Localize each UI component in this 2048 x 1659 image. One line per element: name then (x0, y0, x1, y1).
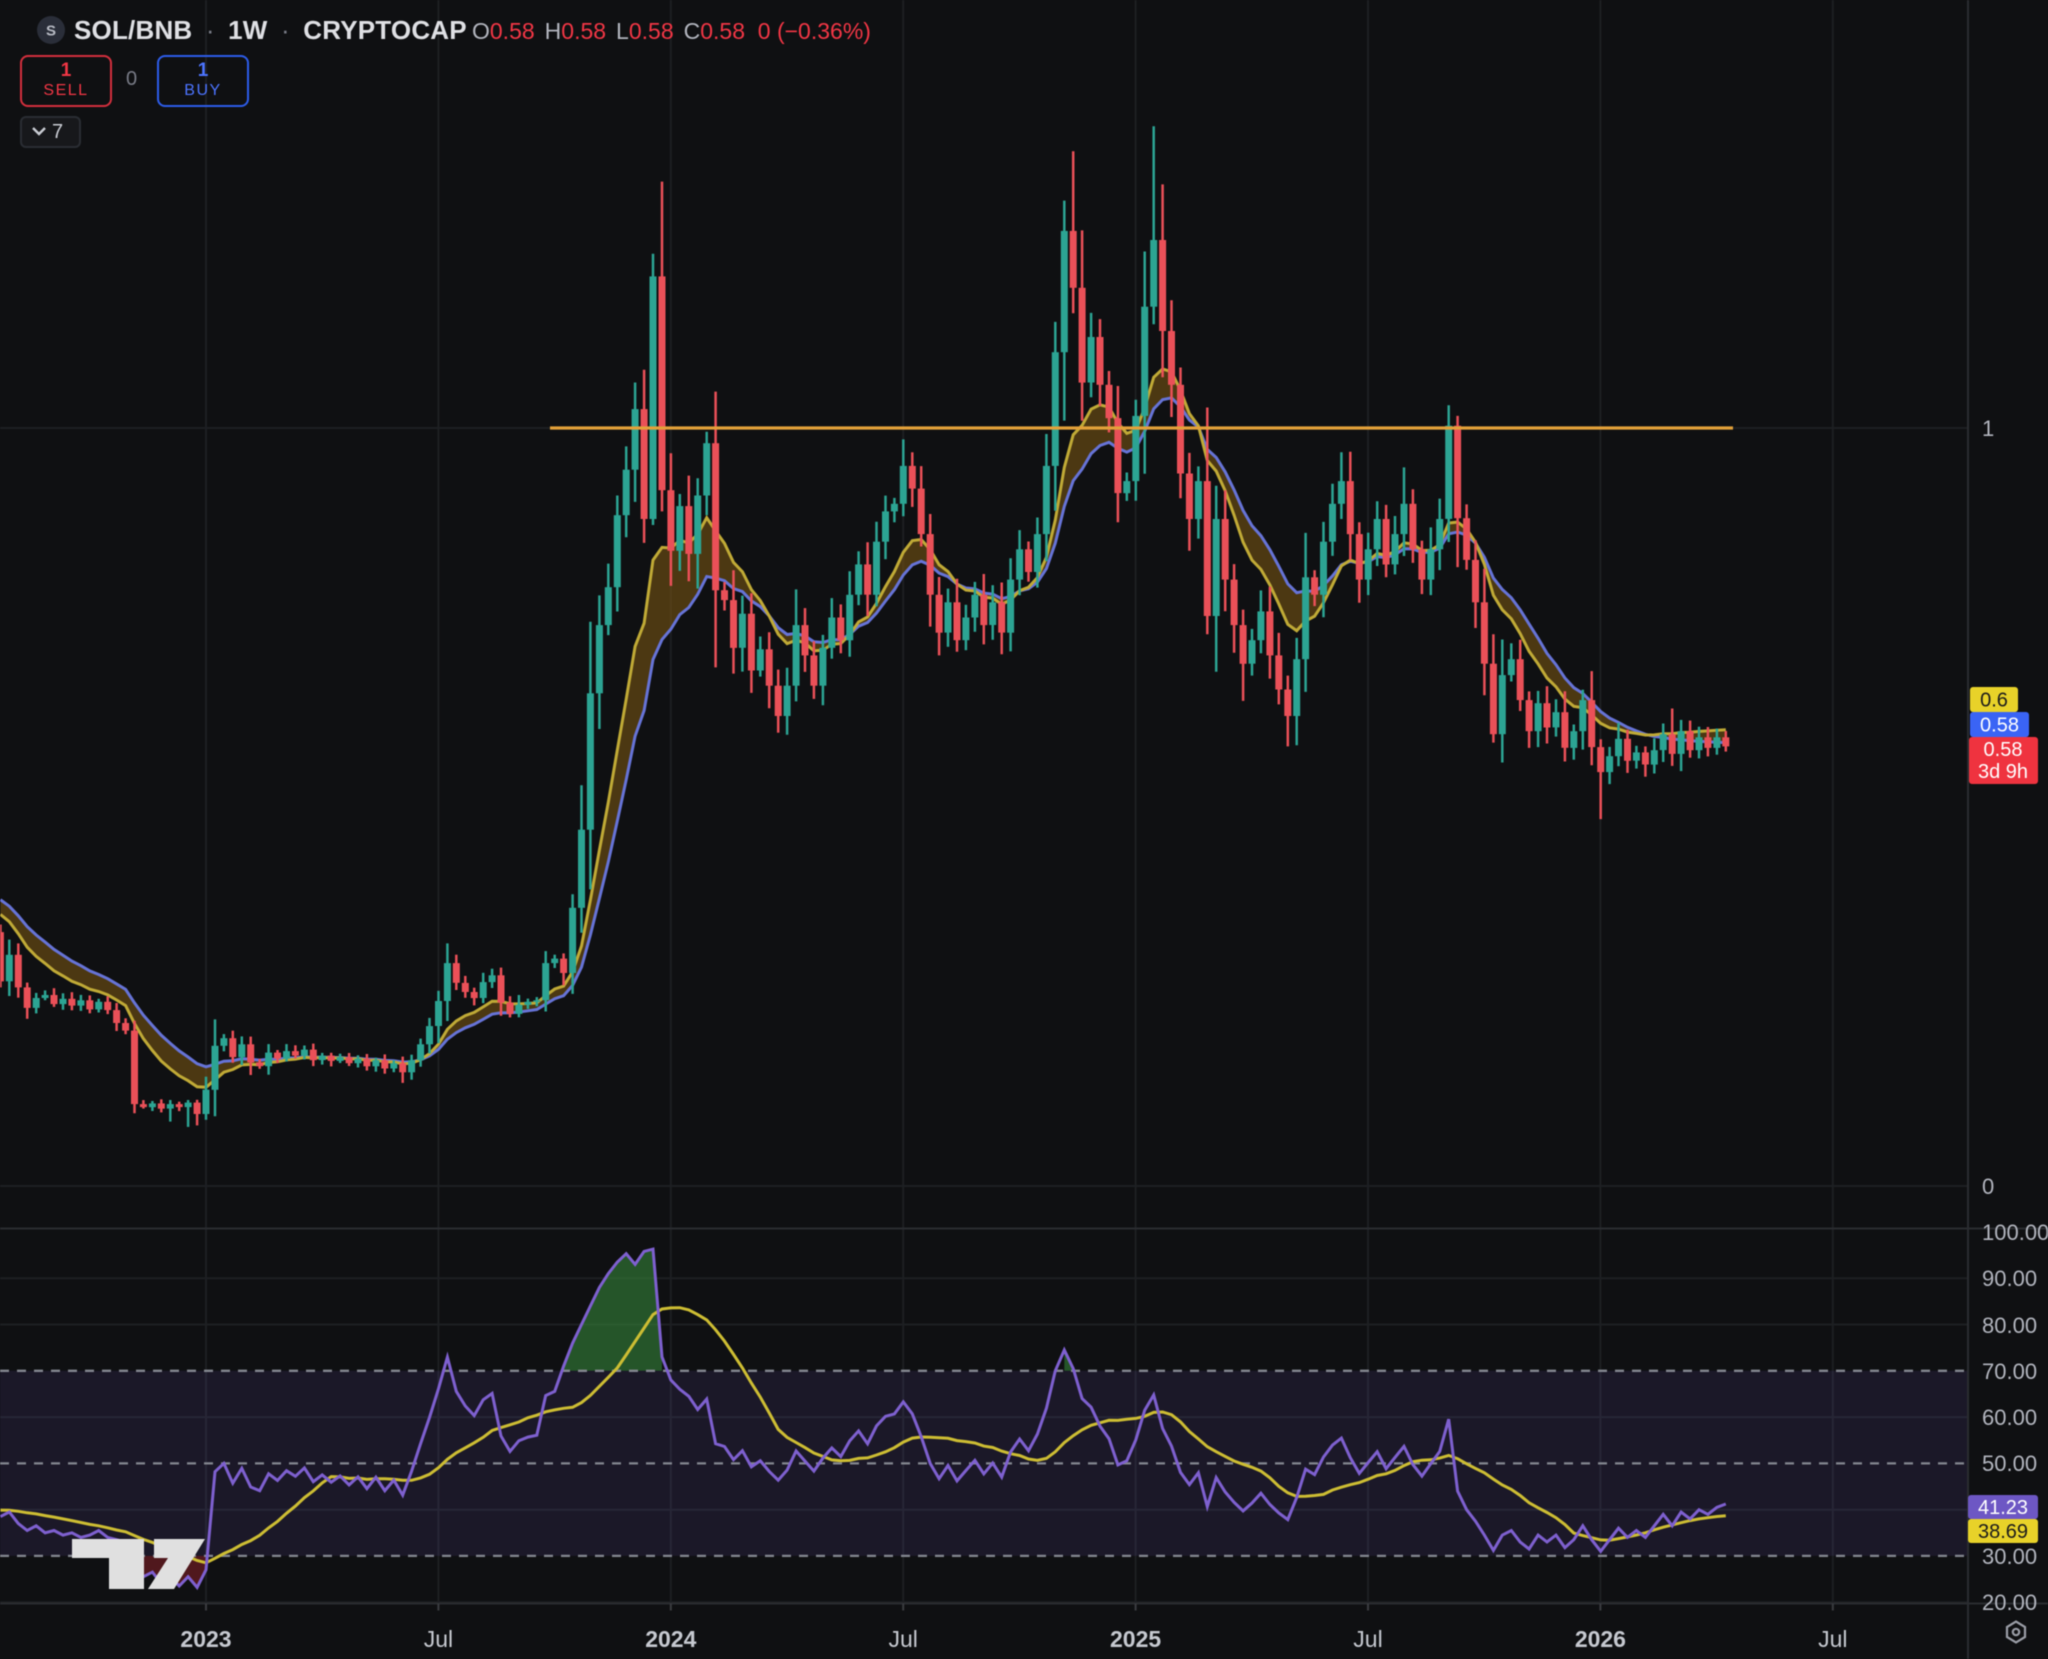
svg-text:0.6: 0.6 (1980, 690, 2008, 712)
svg-text:0: 0 (1982, 1174, 1994, 1199)
svg-text:Jul: Jul (1353, 1626, 1382, 1652)
svg-text:30.00: 30.00 (1982, 1544, 2037, 1569)
svg-text:Jul: Jul (888, 1626, 917, 1652)
svg-text:2025: 2025 (1110, 1626, 1161, 1652)
svg-text:100.00: 100.00 (1982, 1220, 2048, 1245)
svg-text:70.00: 70.00 (1982, 1359, 2037, 1384)
svg-text:0.58: 0.58 (1984, 739, 2023, 761)
svg-text:S: S (46, 23, 56, 40)
svg-text:20.00: 20.00 (1982, 1590, 2037, 1615)
svg-text:0.58: 0.58 (1980, 715, 2019, 737)
svg-text:1: 1 (1982, 416, 1994, 441)
svg-text:2023: 2023 (180, 1626, 231, 1652)
svg-text:41.23: 41.23 (1978, 1497, 2028, 1519)
svg-text:2026: 2026 (1575, 1626, 1626, 1652)
svg-text:38.69: 38.69 (1978, 1521, 2028, 1543)
svg-text:80.00: 80.00 (1982, 1313, 2037, 1338)
svg-text:Jul: Jul (1818, 1626, 1847, 1652)
svg-text:2024: 2024 (645, 1626, 696, 1652)
svg-text:90.00: 90.00 (1982, 1266, 2037, 1291)
svg-text:3d 9h: 3d 9h (1978, 761, 2028, 783)
svg-text:Jul: Jul (424, 1626, 453, 1652)
svg-text:50.00: 50.00 (1982, 1451, 2037, 1476)
svg-text:60.00: 60.00 (1982, 1405, 2037, 1430)
